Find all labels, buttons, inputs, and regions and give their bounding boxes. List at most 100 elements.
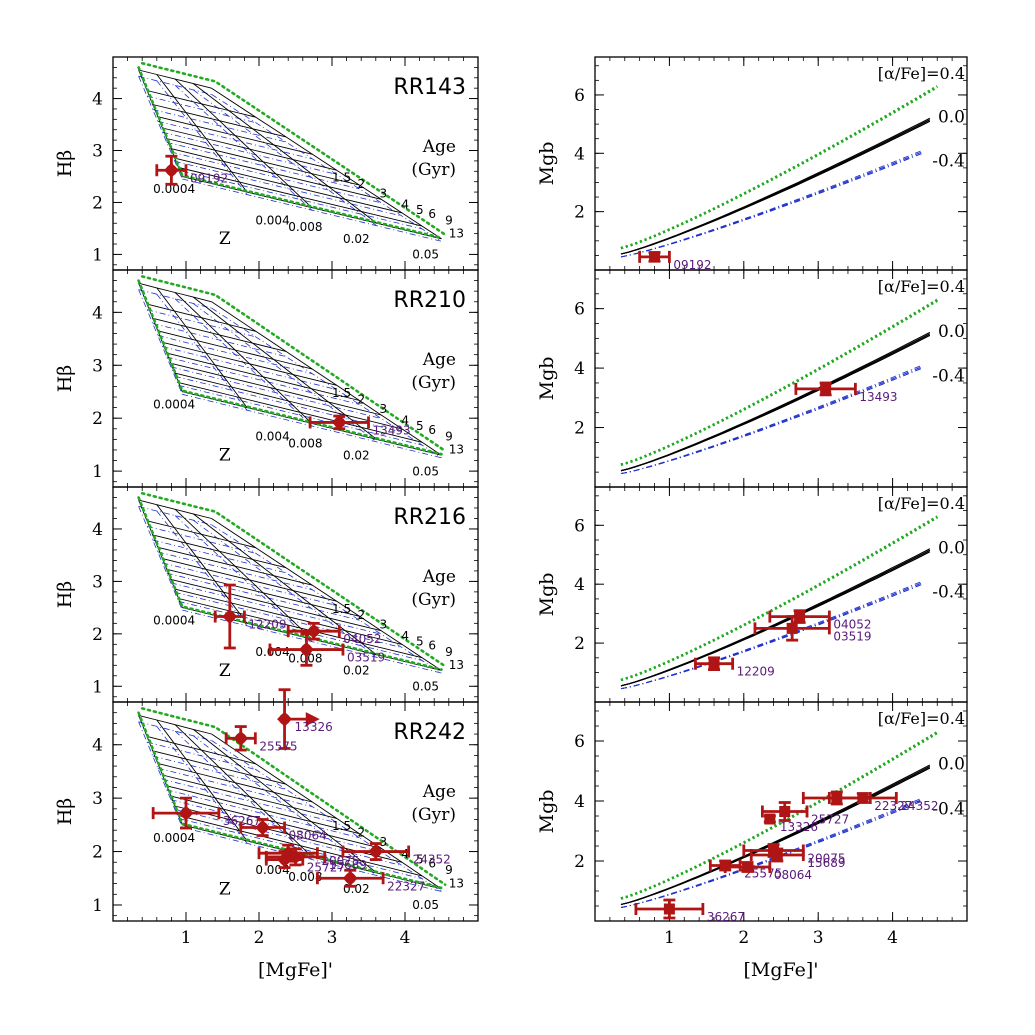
model-label-alpha-minus-0.4: -0.4: [932, 151, 965, 171]
solar-age-line: [166, 785, 360, 835]
data-point-09192: 09192: [155, 154, 228, 186]
point-marker: [257, 822, 269, 834]
metallicity-label: 0.008: [288, 870, 322, 884]
solar-track: [620, 764, 931, 906]
solar-metallicity-line: [193, 83, 377, 224]
age-label: 2: [358, 826, 366, 840]
alpha-poor-age-line: [162, 346, 337, 390]
point-marker: [771, 849, 783, 861]
alpha-poor-age-line: [157, 335, 313, 375]
alpha-poor-metallicity-line: [138, 76, 183, 180]
alpha-poor-metallicity-line: [211, 740, 442, 892]
alpha-enhanced-border: [140, 61, 447, 236]
model-label-alpha-0.0: 0.0: [938, 538, 965, 558]
point-marker: [279, 854, 291, 866]
alpha-poor-metallicity-line: [211, 524, 442, 674]
solar-track: [620, 551, 931, 687]
data-point-03519: 03519: [753, 615, 872, 643]
alpha-poor-metallicity-line: [174, 730, 313, 860]
metallicity-label: 0.02: [343, 448, 370, 462]
metallicity-label: 0.0004: [153, 831, 195, 845]
y-tick-label: 2: [574, 419, 585, 439]
x-tick-label: 3: [327, 928, 338, 948]
solar-age-line: [162, 558, 337, 602]
model-label-alpha-minus-0.4: -0.4: [932, 366, 965, 386]
solar-age-line: [178, 382, 423, 443]
data-point-25575: 25575: [224, 725, 298, 753]
solar-track: [620, 334, 931, 472]
alpha-enhanced-track: [620, 299, 938, 466]
model-tracks: [620, 515, 938, 690]
alpha-enhanced-border: [137, 496, 443, 671]
age-label: 5: [416, 203, 424, 217]
alpha-poor-track: [620, 149, 923, 258]
solar-age-line: [174, 157, 403, 214]
alpha-poor-age-line: [152, 539, 287, 574]
alpha-enhanced-track: [620, 516, 938, 682]
point-marker: [764, 813, 776, 825]
alpha-poor-age-line: [178, 818, 423, 880]
solar-age-line: [162, 127, 337, 171]
data-point-08064: 08064: [239, 818, 327, 843]
point-label: 20075: [807, 852, 845, 866]
panel-frame: [594, 701, 968, 922]
x-tick-label: 2: [254, 928, 265, 948]
solar-age-line: [170, 362, 382, 416]
age-label: 9: [445, 429, 453, 443]
y-axis-label: Mgb: [536, 357, 558, 401]
point-label: 04052: [833, 618, 871, 632]
alpha-poor-age-line: [157, 120, 313, 160]
y-tick-label: 2: [574, 634, 585, 654]
solar-age-line: [138, 69, 212, 89]
point-marker: [333, 416, 345, 428]
alpha-poor-age-line: [170, 366, 382, 419]
alpha-poor-metallicity-line: [138, 721, 183, 828]
alpha-enhanced-track: [620, 86, 938, 250]
alpha-poor-age-line: [170, 799, 382, 853]
point-label: 24352: [413, 853, 451, 867]
model-tracks: [620, 298, 938, 475]
x-tick-label: 1: [181, 928, 192, 948]
solar-metallicity-line: [211, 87, 442, 240]
solar-age-line: [166, 352, 360, 401]
z-label: Z: [219, 879, 231, 899]
alpha-enhanced-border: [140, 275, 447, 453]
age-label: 3: [379, 186, 387, 200]
y-tick-label: 4: [574, 792, 585, 812]
solar-age-line: [170, 795, 382, 849]
solar-age-line: [178, 167, 423, 227]
y-tick-label: 6: [574, 300, 585, 320]
data-point-25727: 25727: [264, 850, 345, 875]
alpha-poor-track: [620, 152, 923, 258]
point-marker: [857, 792, 869, 804]
alpha-poor-age-line: [182, 827, 442, 892]
alpha-enhanced-border: [137, 279, 443, 456]
alpha-poor-age-line: [170, 151, 382, 204]
solar-age-line: [170, 578, 382, 632]
panel-title: RR210: [393, 288, 466, 313]
solar-track: [620, 119, 931, 255]
point-marker: [742, 861, 754, 873]
age-label: 6: [428, 207, 436, 221]
metallicity-label: 0.05: [412, 898, 439, 912]
alpha-enhanced-border: [140, 492, 447, 668]
y-axis-label: Hβ: [54, 365, 76, 393]
alpha-poor-age-line: [170, 582, 382, 635]
alpha-enhanced-track: [620, 299, 938, 466]
alpha-poor-metallicity-line: [138, 289, 183, 395]
alpha-poor-track: [620, 364, 923, 475]
model-label-alpha-minus-0.4: -0.4: [932, 582, 965, 602]
point-marker: [663, 903, 675, 915]
alpha-poor-age-line: [166, 356, 360, 405]
model-tracks: [620, 85, 938, 258]
metallicity-label: 0.0004: [153, 182, 195, 196]
model-label-alpha-0.4: [α/Fe]=0.4: [878, 494, 965, 513]
y-axis-label: Hβ: [54, 150, 76, 178]
age-label: 5: [416, 852, 424, 866]
age-label: 9: [445, 645, 453, 659]
alpha-poor-metallicity-line: [193, 519, 377, 658]
metallicity-label: 0.05: [412, 464, 439, 478]
metallicity-label: 0.0004: [153, 398, 195, 412]
